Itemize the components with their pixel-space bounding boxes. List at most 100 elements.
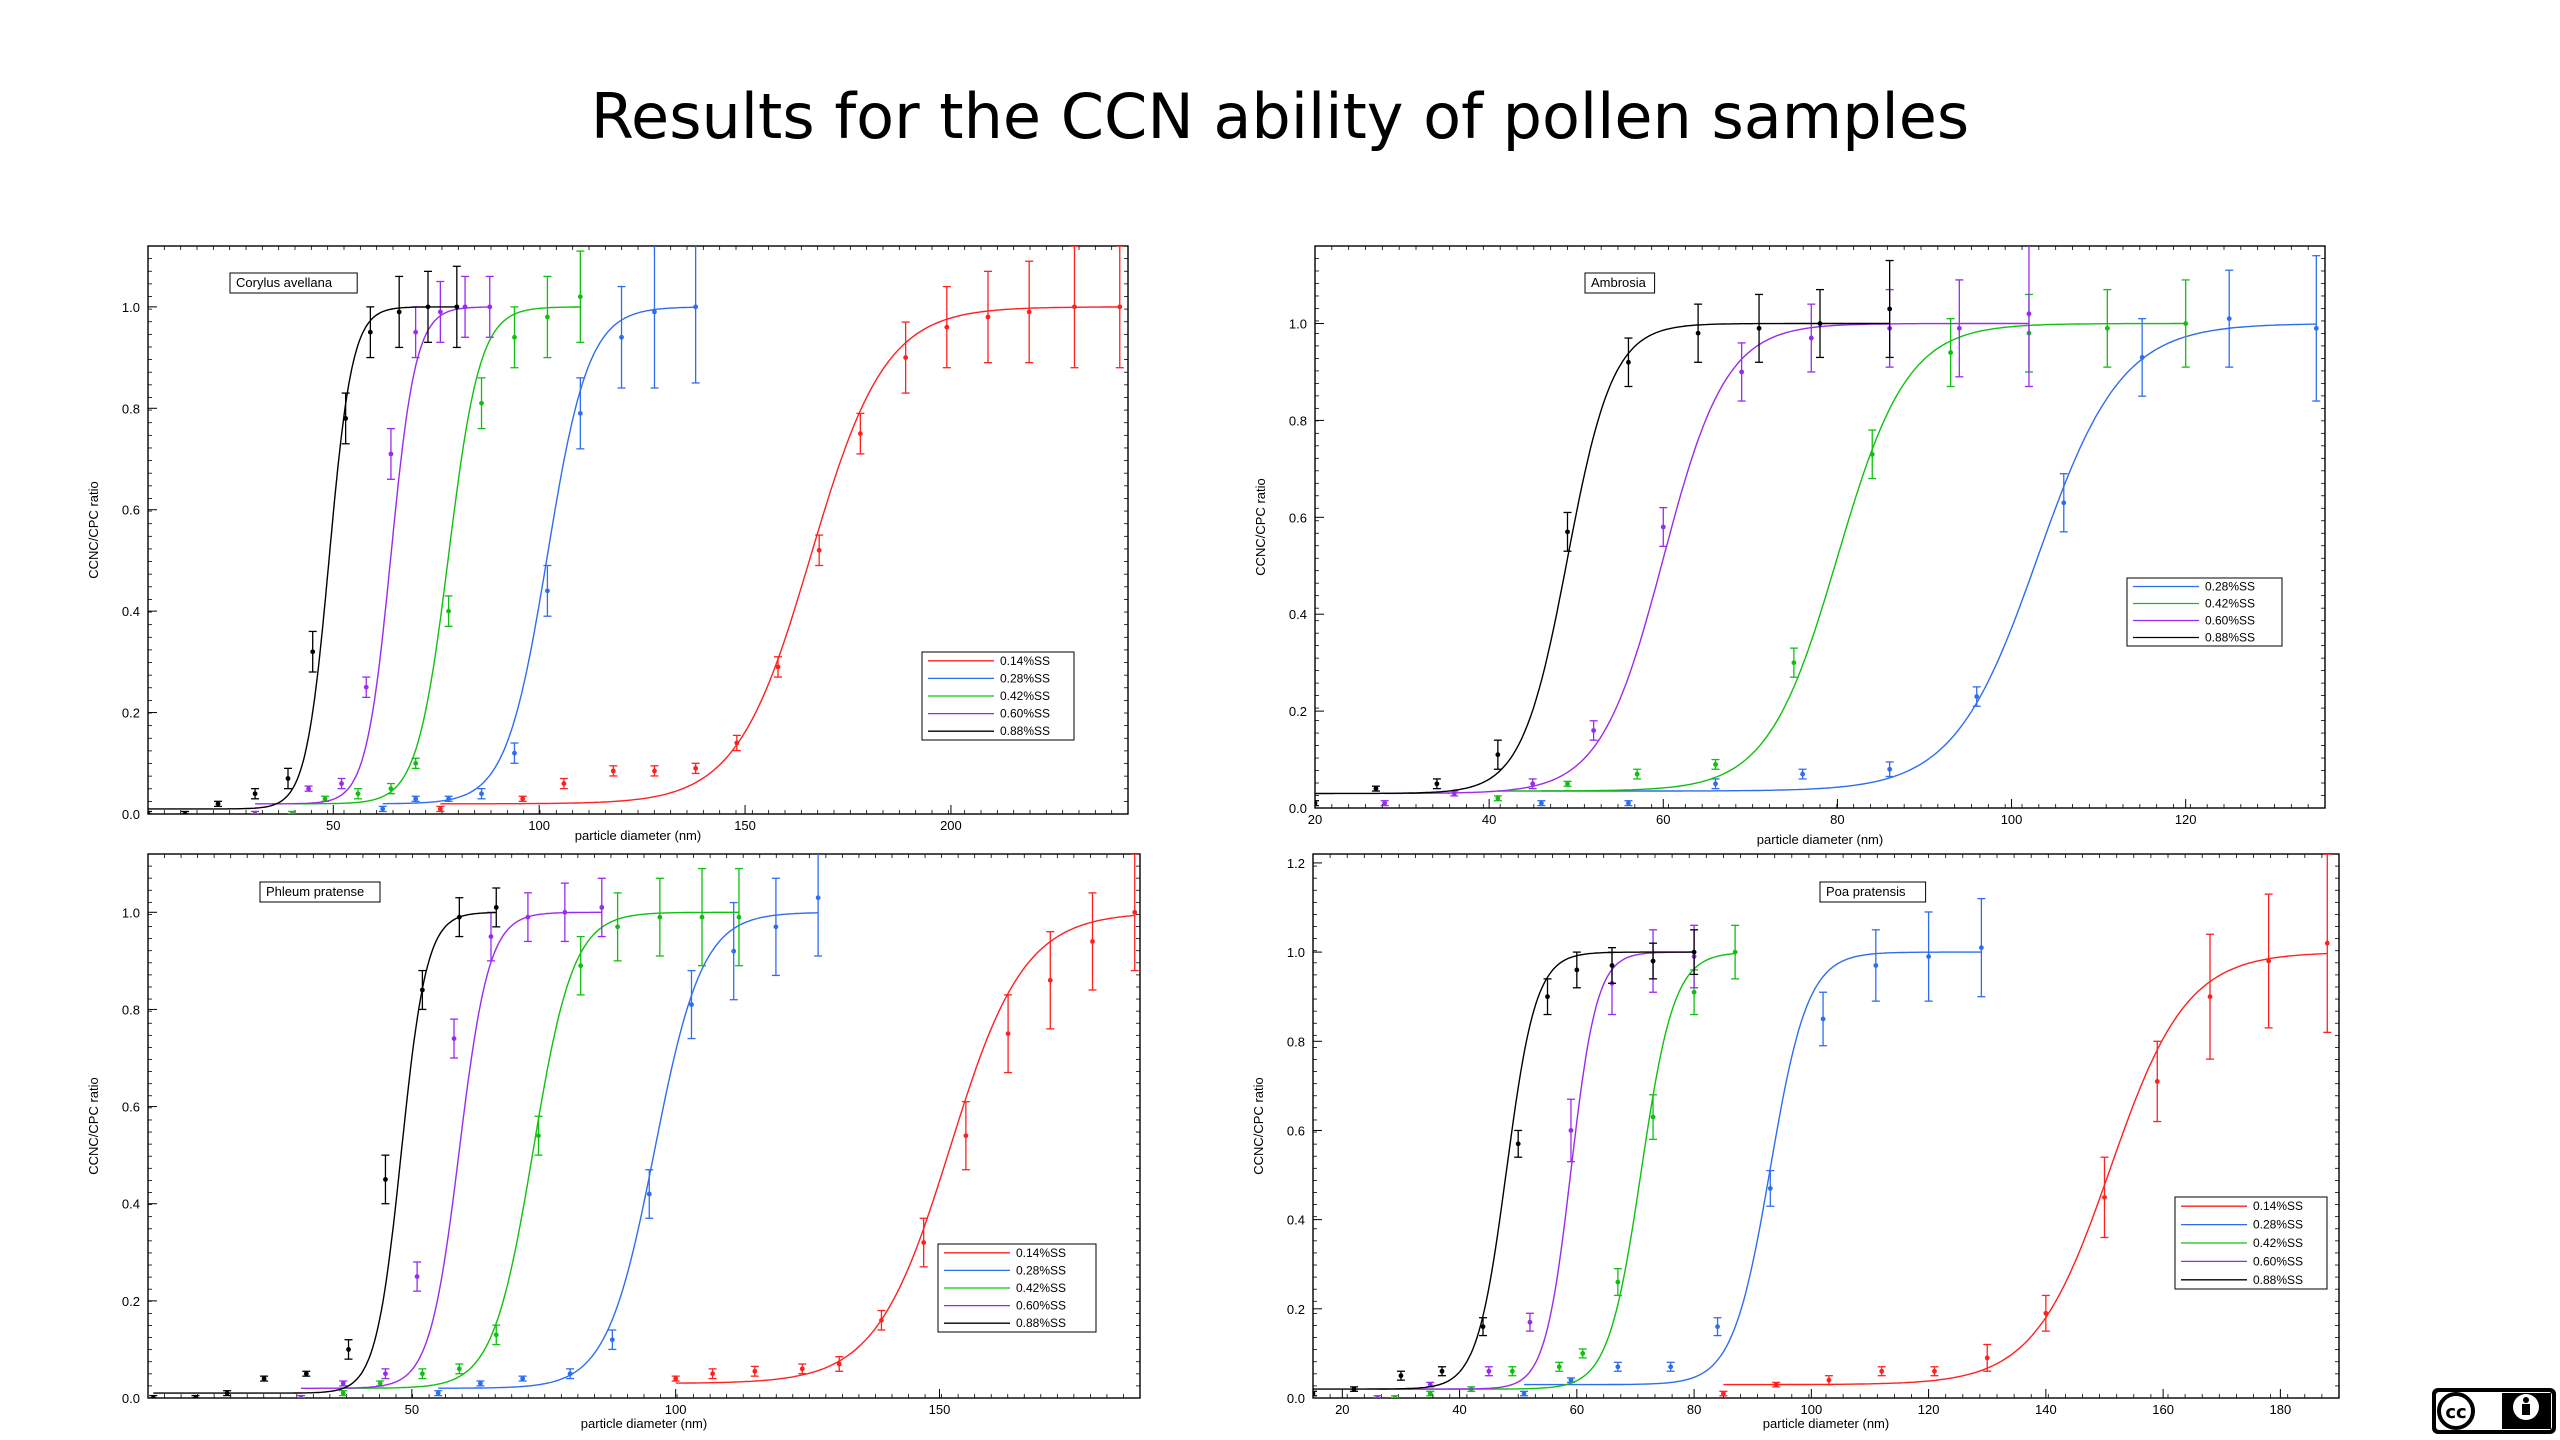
- data-point: [1563, 511, 1572, 552]
- data-point: [477, 377, 486, 430]
- chart-title-box: Corylus avellana: [229, 272, 358, 294]
- series-0-14-ss: [436, 246, 1124, 813]
- data-point: [617, 285, 626, 389]
- series-0-28-ss: [1520, 897, 1986, 1397]
- data-point: [1649, 1094, 1658, 1141]
- data-point: [1371, 785, 1380, 792]
- x-tick-label: 160: [2152, 1402, 2174, 1417]
- data-point: [461, 275, 470, 338]
- data-point: [344, 1339, 353, 1360]
- x-axis-label: particle diameter (nm): [1757, 832, 1883, 847]
- y-tick-label: 0.0: [1287, 1391, 1305, 1406]
- y-tick-label: 0.8: [122, 1002, 140, 1017]
- y-tick-label: 0.8: [1287, 1034, 1305, 1049]
- data-point: [1719, 1390, 1728, 1397]
- data-point: [1624, 337, 1633, 388]
- x-tick-label: 60: [1656, 812, 1670, 827]
- data-point: [1572, 951, 1581, 989]
- fit-curve-0-60-ss: [1384, 322, 2029, 795]
- data-point: [424, 270, 432, 344]
- data-point: [1566, 1098, 1575, 1163]
- svg-text:cc: cc: [2445, 1402, 2466, 1423]
- data-point: [1946, 318, 1955, 388]
- y-axis-label: CCNC/CPC ratio: [86, 1077, 101, 1175]
- data-point: [2041, 1294, 2050, 1332]
- x-tick-label: 20: [1335, 1402, 1349, 1417]
- x-tick-label: 20: [1308, 812, 1322, 827]
- data-point: [835, 1356, 844, 1372]
- data-point: [450, 1018, 459, 1059]
- data-point: [284, 767, 292, 790]
- fit-curve-0-88-ss: [148, 306, 457, 810]
- fit-curve-0-28-ss: [1541, 323, 2317, 792]
- data-point: [1737, 342, 1746, 402]
- series-0-28-ss: [434, 854, 823, 1397]
- data-point: [597, 877, 606, 938]
- data-point: [698, 867, 707, 967]
- y-tick-label: 0.6: [1287, 1123, 1305, 1138]
- data-point: [1432, 778, 1441, 790]
- x-tick-label: 40: [1452, 1402, 1466, 1417]
- chart-poa-pratensis: 20 40 60 80 100 120 140 160 180 0.0 0.2 0.4 0.6 0.8 1.…: [1245, 852, 2355, 1432]
- data-point: [337, 777, 346, 790]
- data-point: [798, 1363, 807, 1375]
- data-point: [1766, 1169, 1775, 1207]
- data-point: [1046, 931, 1055, 1030]
- data-point: [476, 1380, 485, 1387]
- data-point: [214, 800, 222, 808]
- data-point: [455, 1363, 464, 1375]
- data-point: [1690, 929, 1699, 976]
- data-point: [1555, 1361, 1564, 1372]
- series-0-88-ss: [1315, 259, 1894, 807]
- data-point: [1373, 1395, 1382, 1398]
- data-point: [655, 877, 664, 957]
- data-point: [1983, 1343, 1992, 1372]
- data-point: [1624, 800, 1633, 807]
- data-point: [1798, 768, 1807, 780]
- legend-label: 0.60%SS: [2253, 1254, 2303, 1268]
- data-point: [2264, 893, 2273, 1029]
- x-tick-label: 150: [929, 1402, 951, 1417]
- x-tick-label: 100: [1800, 1402, 1822, 1417]
- x-tick-label: 80: [1830, 812, 1844, 827]
- data-point: [1484, 1366, 1493, 1377]
- data-point: [452, 265, 461, 349]
- y-tick-label: 0.4: [1287, 1213, 1305, 1228]
- legend-label: 0.88%SS: [2253, 1273, 2303, 1287]
- fit-curve-0-88-ss: [153, 911, 497, 1394]
- data-point: [381, 1154, 390, 1205]
- y-tick-label: 1.2: [1287, 856, 1305, 871]
- legend-label: 0.28%SS: [1016, 1263, 1066, 1277]
- data-point: [2100, 1156, 2109, 1239]
- data-point: [260, 1375, 269, 1382]
- legend-label: 0.28%SS: [1000, 671, 1050, 685]
- data-point: [608, 1329, 617, 1351]
- plot-area: [1313, 854, 2332, 1398]
- series-0-28-ss: [378, 246, 700, 813]
- data-point: [1613, 1268, 1622, 1297]
- data-point: [1543, 978, 1552, 1016]
- data-point: [523, 892, 532, 943]
- data-point: [341, 392, 350, 445]
- legend-label: 0.28%SS: [2253, 1218, 2303, 1232]
- y-tick-label: 1.0: [122, 905, 140, 920]
- plot-area: [1315, 246, 2321, 807]
- data-point: [543, 275, 552, 359]
- y-tick-label: 0.4: [1289, 607, 1307, 622]
- data-point: [308, 630, 317, 673]
- y-tick-label: 0.2: [122, 1294, 140, 1309]
- data-point: [576, 250, 585, 344]
- data-point: [444, 595, 453, 628]
- data-point: [645, 1169, 654, 1219]
- data-point: [559, 777, 568, 790]
- x-tick-label: 140: [2035, 1402, 2057, 1417]
- data-point: [1528, 778, 1537, 790]
- legend: 0.28%SS 0.42%SS 0.60%SS 0.88%SS: [2126, 577, 2283, 647]
- data-point: [492, 887, 501, 928]
- legend-label: 0.88%SS: [2205, 631, 2255, 645]
- fit-curve-0-28-ss: [438, 912, 819, 1389]
- data-point: [366, 306, 375, 359]
- data-point: [418, 969, 427, 1011]
- series-0-60-ss: [297, 877, 606, 1398]
- fit-curve-0-28-ss: [1524, 951, 1982, 1386]
